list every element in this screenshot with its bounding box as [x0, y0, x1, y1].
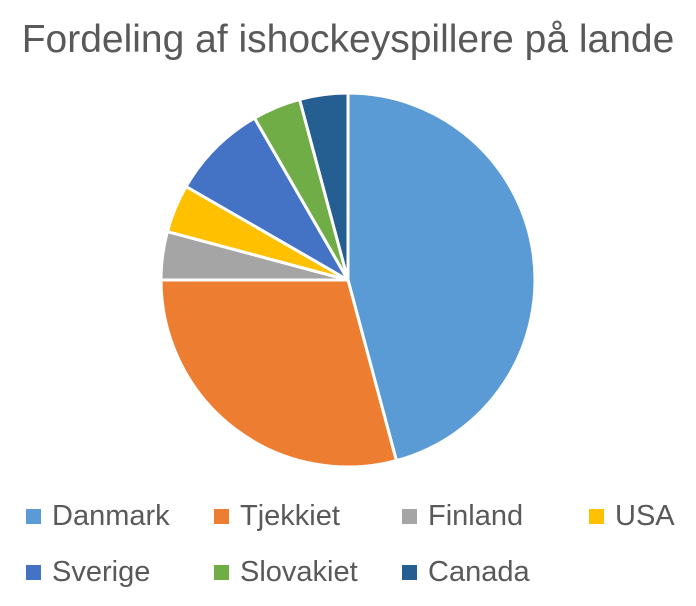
- pie-slice-sverige: [184, 116, 350, 282]
- pie-slice-danmark: [346, 91, 537, 463]
- pie-slice-tjekkiet: [159, 278, 398, 469]
- chart-title: Fordeling af ishockeyspillere på lande: [21, 18, 675, 61]
- pie-slices: [159, 91, 537, 469]
- pie-slice-canada: [298, 91, 350, 282]
